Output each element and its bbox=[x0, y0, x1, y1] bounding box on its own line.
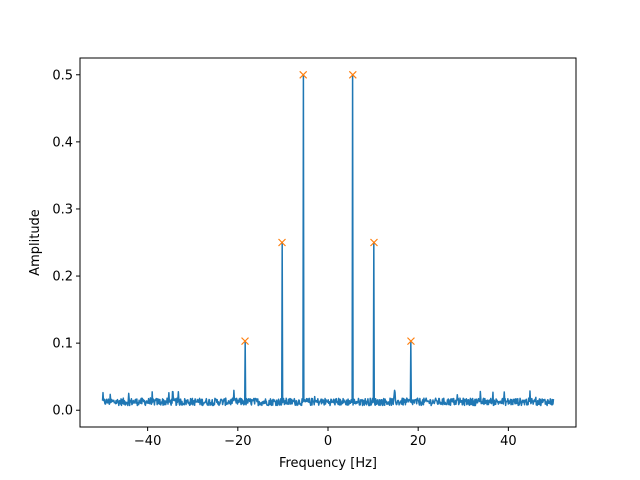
peak-marker bbox=[299, 70, 308, 79]
x-tick-label: 20 bbox=[410, 434, 427, 449]
y-tick-label: 0.1 bbox=[52, 337, 73, 352]
y-tick-label: 0.0 bbox=[52, 404, 73, 419]
x-tick-label: 40 bbox=[500, 434, 517, 449]
peak-marker bbox=[241, 337, 249, 346]
x-tick-label: 0 bbox=[324, 434, 332, 449]
axis-ticks: −40 −20 0 20 40 0.0 0.1 0.2 0.3 0.4 0.5 bbox=[52, 68, 516, 449]
y-tick-label: 0.2 bbox=[52, 270, 73, 285]
x-tick-label: −20 bbox=[224, 434, 251, 449]
x-axis-label: Frequency [Hz] bbox=[279, 456, 377, 471]
x-tick-label: −40 bbox=[134, 434, 161, 449]
y-tick-label: 0.3 bbox=[52, 202, 73, 217]
peak-marker bbox=[370, 238, 378, 247]
y-axis-label: Amplitude bbox=[28, 209, 43, 276]
spectrum-line bbox=[101, 74, 555, 407]
peak-marker bbox=[278, 238, 286, 247]
peak-marker bbox=[348, 70, 357, 79]
plot-area bbox=[101, 70, 555, 407]
peak-marker bbox=[407, 337, 415, 346]
y-tick-label: 0.4 bbox=[52, 135, 73, 150]
y-tick-label: 0.5 bbox=[52, 68, 73, 83]
